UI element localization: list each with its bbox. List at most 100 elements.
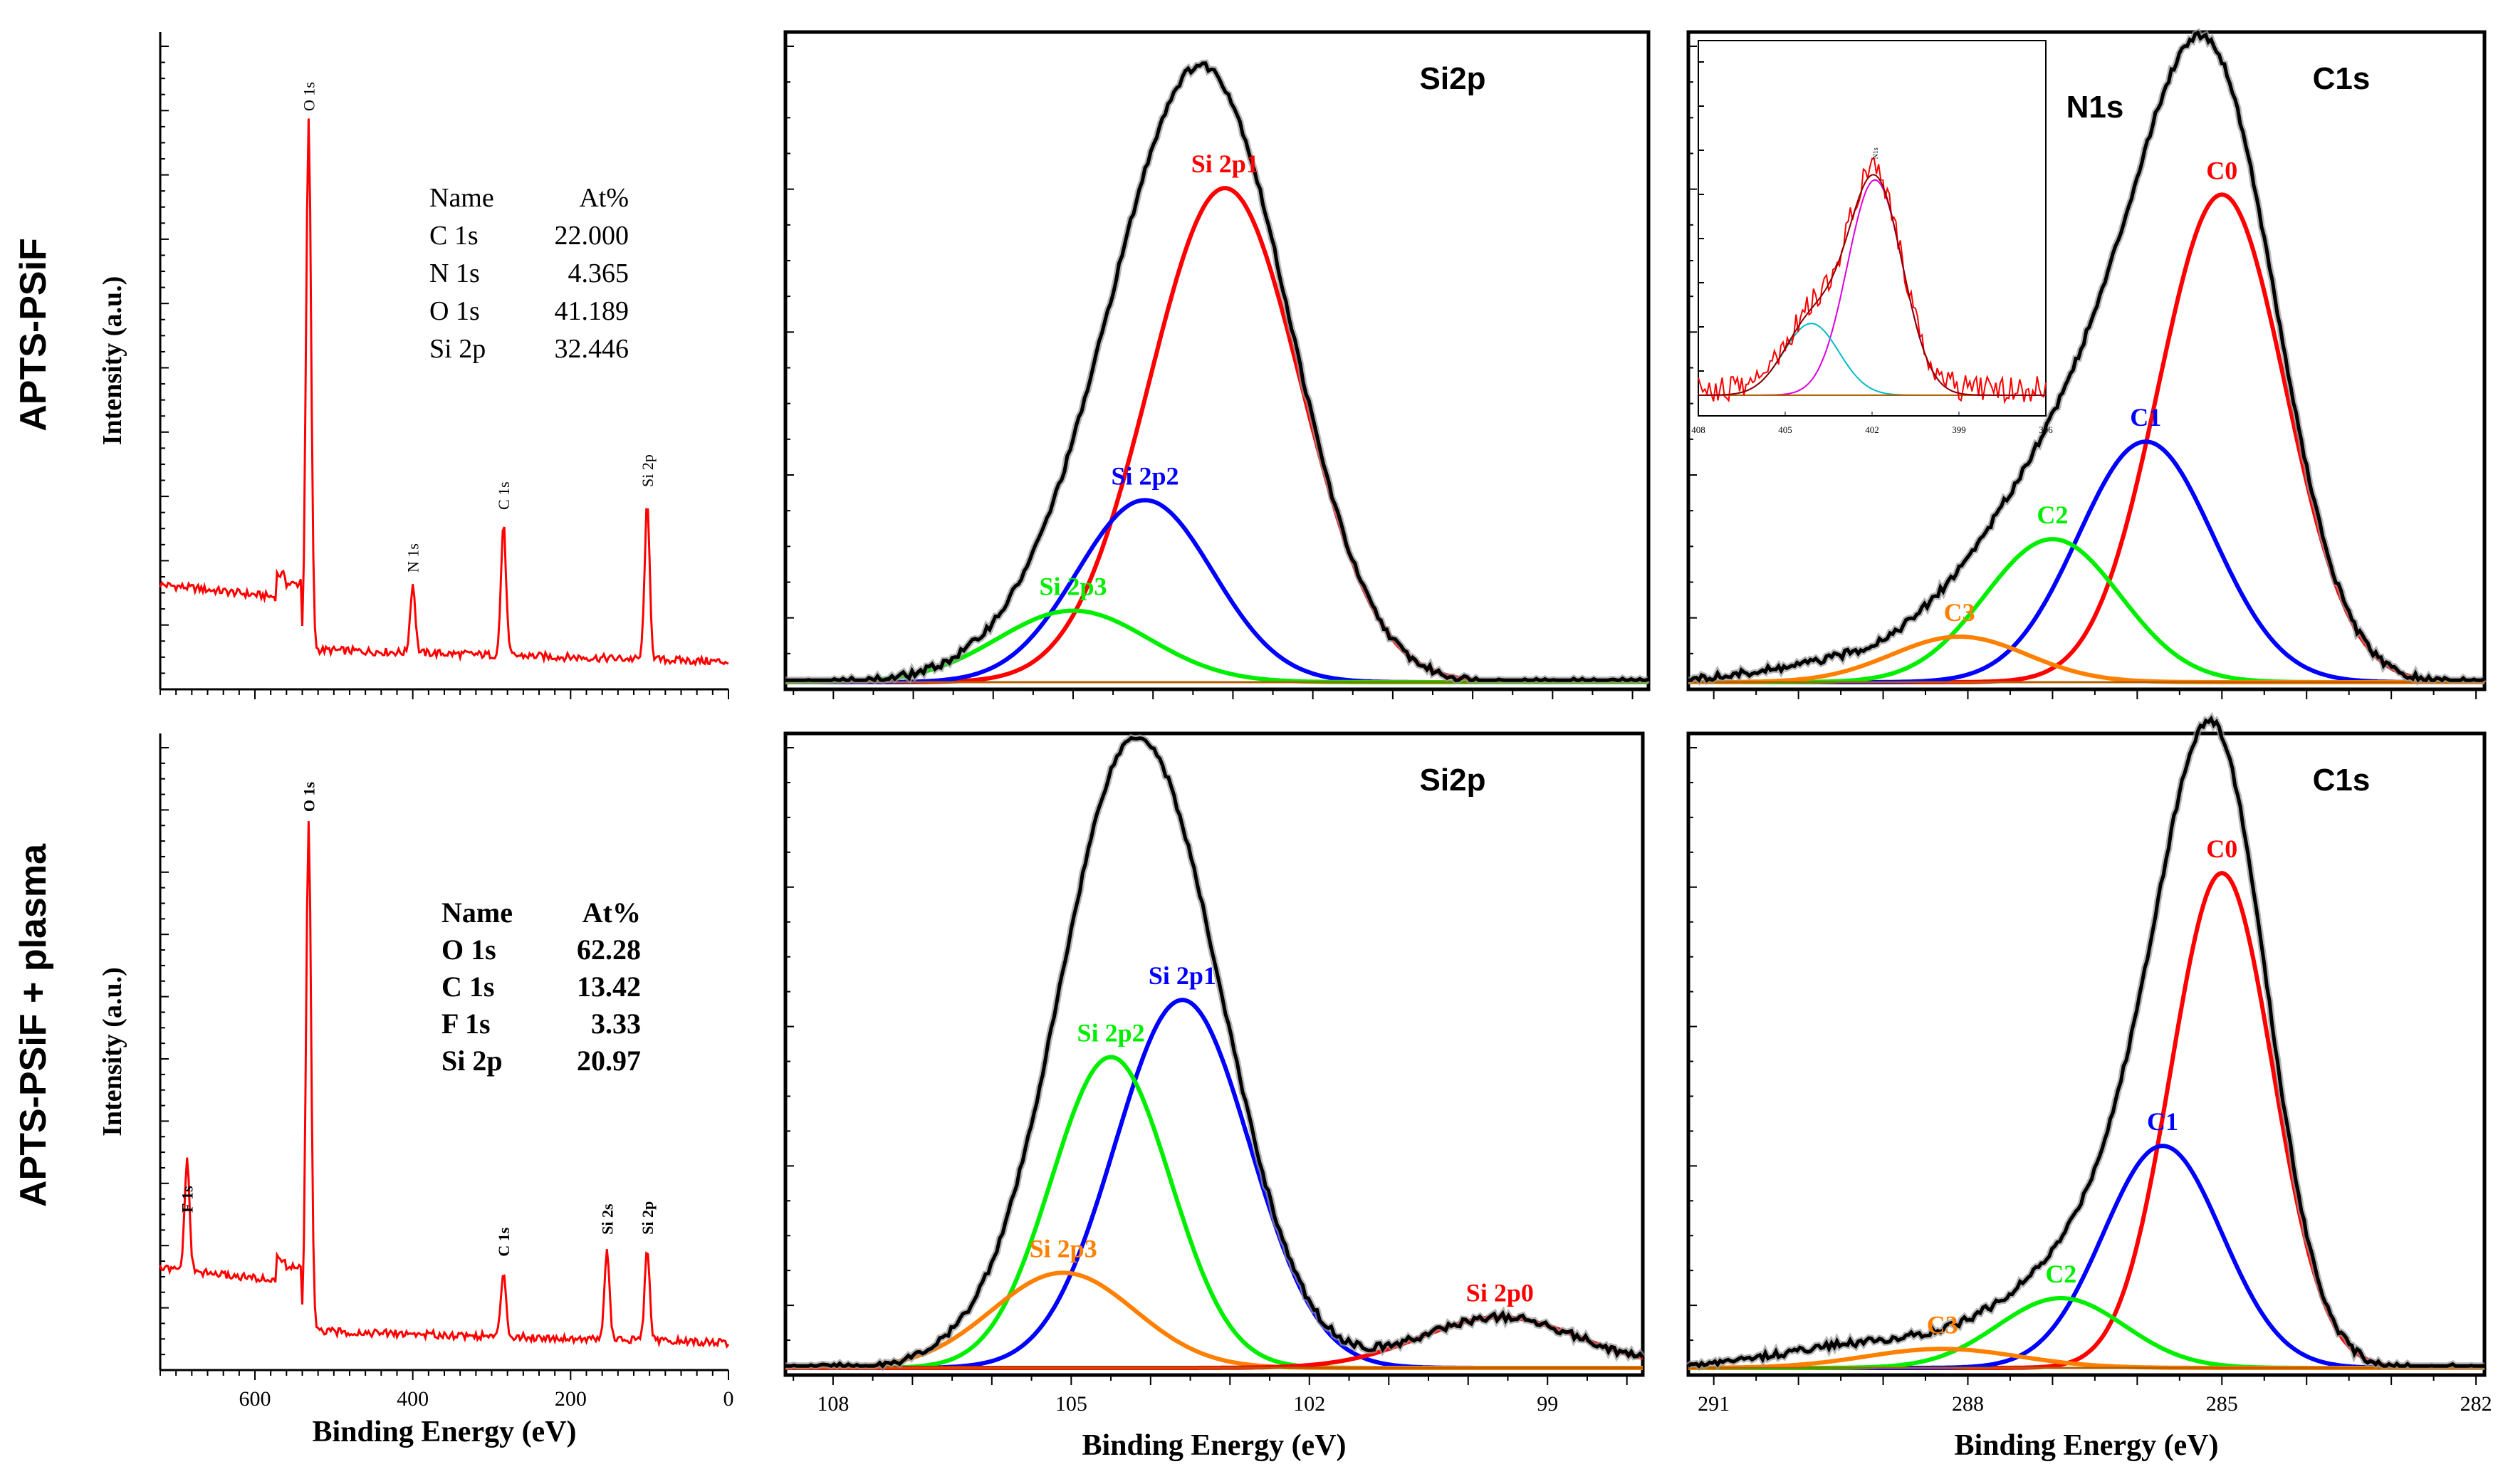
survey-spectrum-line	[159, 118, 729, 667]
component-label: Si 2p3	[1030, 1234, 1097, 1263]
y-axis-label: Intensity (a.u.)	[98, 276, 127, 446]
fit-panel: C0 C1 C2 C3 C1s 408 405 402 399 396 N1s N1s	[1686, 28, 2487, 699]
component-label: Si 2p2	[1077, 1018, 1145, 1047]
survey-panel: O 1s F 1s C 1s Si 2s Si 2p Intensity (a.u.) 60…	[98, 733, 734, 1448]
peak-label: N 1s	[404, 543, 422, 573]
envelope-fit-line	[785, 733, 1646, 1372]
component-label: C2	[2045, 1260, 2076, 1288]
fit-panel: Si 2p1 Si 2p2 Si 2p3 Si2p	[783, 30, 1651, 699]
panel-title: Si2p	[1420, 763, 1486, 798]
table-cell-name: C 1s	[429, 221, 479, 251]
x-tick-label: 102	[1293, 1392, 1325, 1416]
plot-frame	[1686, 731, 2487, 1377]
inset-fit-line	[1698, 174, 2046, 396]
row-label-apts-psif: APTS-PSiF	[13, 238, 54, 432]
component-label: Si 2p1	[1149, 961, 1216, 990]
component-label: C0	[2206, 835, 2237, 863]
x-tick-label: 282	[2460, 1392, 2492, 1416]
table-cell-value: 20.97	[577, 1045, 641, 1077]
component-label: Si 2p0	[1466, 1279, 1534, 1307]
inset-x-tick-label: 405	[1778, 424, 1792, 435]
x-tick-label: 291	[1698, 1392, 1730, 1416]
x-tick-label: 108	[817, 1392, 849, 1416]
peak-label: C 1s	[495, 481, 513, 510]
component-label: C2	[2037, 501, 2068, 529]
peak-label: Si 2p	[639, 454, 657, 487]
x-tick-label: 105	[1055, 1392, 1087, 1416]
peak-label: F 1s	[179, 1186, 197, 1213]
table-cell-name: C 1s	[441, 971, 494, 1003]
inset-frame	[1698, 40, 2047, 417]
envelope-spectrum-line	[785, 61, 1649, 683]
component-line	[785, 1315, 1643, 1370]
table-cell-name: O 1s	[429, 296, 480, 326]
table-cell-value: 3.33	[591, 1008, 641, 1040]
table-cell-name: Si 2p	[429, 334, 486, 364]
x-tick-label: 288	[1952, 1392, 1984, 1416]
charts-layer: O 1s N 1s C 1s Si 2p Intensity (a.u.) Name At%…	[98, 28, 2492, 1462]
table-cell-name: F 1s	[441, 1008, 491, 1040]
peak-label: Si 2s	[598, 1203, 616, 1235]
table-cell-value: 32.446	[555, 334, 629, 364]
peak-label: Si 2p	[639, 1201, 657, 1235]
row-label-apts-psif-plasma: APTS-PSiF + plasma	[13, 843, 54, 1207]
inset-peak-label: N1s	[1872, 147, 1880, 159]
x-tick-label: 400	[397, 1387, 429, 1411]
component-line	[785, 498, 1648, 684]
inset-x-tick-label: 408	[1691, 424, 1705, 435]
x-tick-label: 0	[723, 1387, 734, 1411]
inset-x-tick-label: 396	[2039, 424, 2053, 435]
survey-spectrum-line	[159, 821, 730, 1349]
component-label: Si 2p3	[1039, 573, 1107, 601]
component-label: C1	[2130, 403, 2161, 432]
n1s-inset: 408 405 402 399 396 N1s N1s	[1691, 40, 2124, 435]
inset-x-tick-label: 402	[1865, 424, 1879, 435]
x-tick-label: 200	[555, 1387, 587, 1411]
component-label: C1	[2147, 1107, 2178, 1136]
component-label: C3	[1944, 598, 1975, 627]
peak-label: C 1s	[495, 1227, 513, 1256]
component-label: Si 2p2	[1111, 461, 1179, 490]
envelope-spectrum-line	[1688, 30, 2486, 683]
panel-title: Si2p	[1420, 61, 1486, 96]
inset-x-tick-label: 399	[1952, 424, 1966, 435]
component-line	[785, 998, 1643, 1370]
component-line	[785, 186, 1648, 684]
inset-title: N1s	[2066, 90, 2124, 125]
table-cell-value: 22.000	[555, 221, 629, 251]
x-axis-label: Binding Energy (eV)	[1954, 1429, 2218, 1462]
table-cell-value: 13.42	[577, 971, 641, 1003]
table-cell-value: 4.365	[568, 258, 629, 288]
table-header-name: Name	[429, 183, 494, 213]
table-cell-name: Si 2p	[441, 1045, 503, 1077]
x-axis-label: Binding Energy (eV)	[1082, 1429, 1346, 1462]
component-line	[1688, 870, 2484, 1370]
plot-frame	[1686, 30, 2487, 691]
table-header-at: At%	[582, 897, 641, 929]
peak-label: O 1s	[300, 82, 318, 111]
table-cell-value: 41.189	[555, 296, 629, 326]
plot-frame	[783, 30, 1651, 691]
panel-title: C1s	[2313, 61, 2371, 96]
component-label: C3	[1927, 1310, 1958, 1339]
table-cell-name: O 1s	[441, 934, 496, 966]
x-tick-label: 285	[2206, 1392, 2238, 1416]
peak-label: O 1s	[300, 782, 318, 812]
fit-panel: C0 C1 C2 C3 C1s 291 288 285 282 Binding Energy (e…	[1686, 711, 2492, 1462]
panel-title: C1s	[2313, 763, 2371, 798]
table-header-name: Name	[441, 897, 513, 929]
x-axis-label: Binding Energy (eV)	[312, 1416, 576, 1448]
envelope-spectrum-line	[785, 736, 1644, 1369]
component-line	[1688, 1144, 2484, 1370]
y-axis-label: Intensity (a.u.)	[98, 967, 127, 1136]
component-label: Si 2p1	[1191, 150, 1259, 178]
table-cell-name: N 1s	[429, 258, 480, 288]
x-tick-label: 600	[239, 1387, 271, 1411]
x-tick-label: 99	[1537, 1392, 1558, 1416]
envelope-spectrum-line	[1687, 715, 2484, 1369]
survey-panel: O 1s N 1s C 1s Si 2p Intensity (a.u.) Name At%…	[98, 32, 729, 699]
table-header-at: At%	[579, 183, 629, 213]
component-label: C0	[2206, 156, 2237, 184]
